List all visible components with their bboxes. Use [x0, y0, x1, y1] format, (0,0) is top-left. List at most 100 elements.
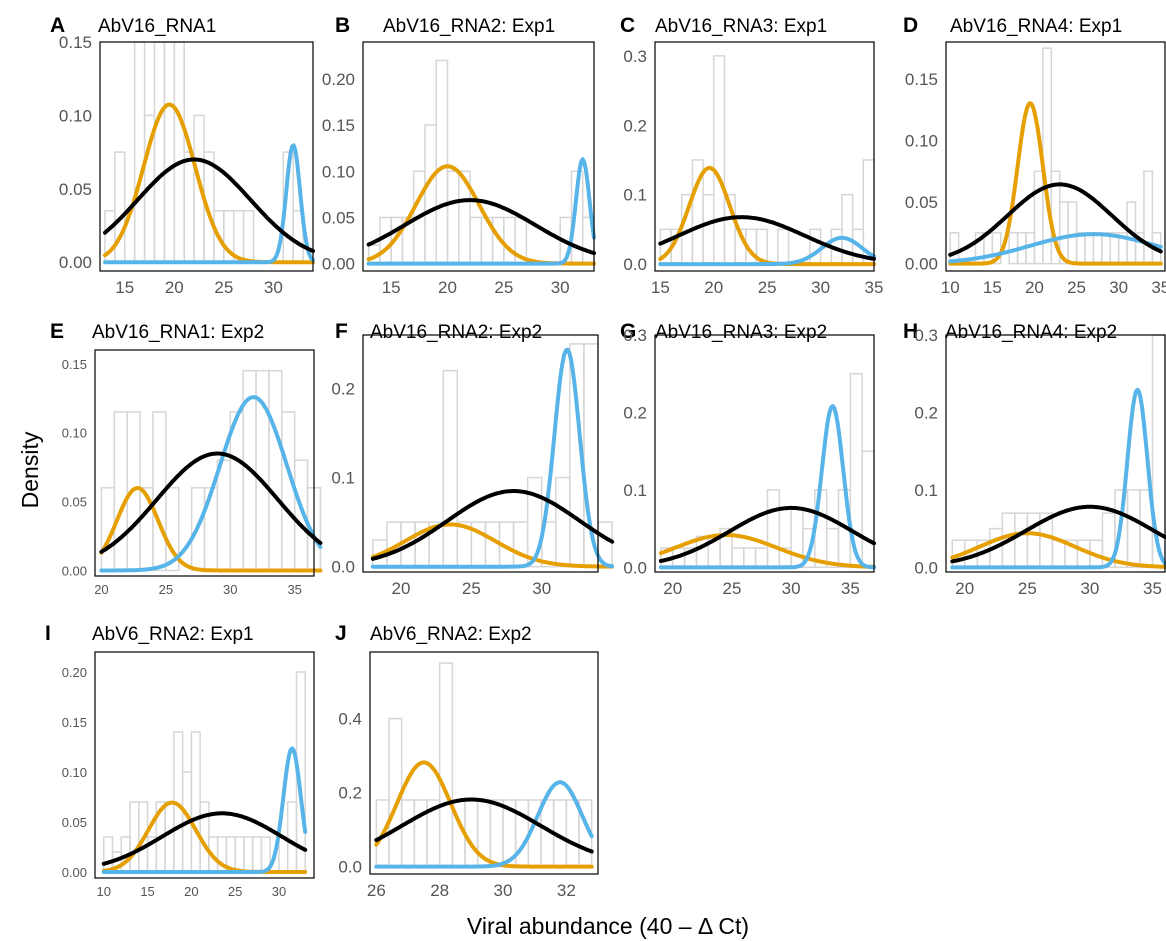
- high-component-curve: [658, 404, 876, 570]
- histogram-bar: [183, 151, 195, 263]
- density-curves: [366, 157, 596, 266]
- x-tick-label: 20: [94, 582, 108, 597]
- plot-frame: [94, 651, 315, 879]
- y-tick-label: 0.20: [62, 665, 87, 680]
- x-tick-label: 30: [811, 278, 830, 297]
- histogram-bar: [190, 731, 201, 873]
- x-tick-label: 30: [1080, 579, 1099, 598]
- plot-frame: [654, 41, 875, 272]
- histogram: [659, 55, 875, 265]
- density-curves: [950, 387, 1166, 570]
- x-tick-label: 20: [184, 884, 198, 899]
- histogram-bar: [565, 799, 580, 868]
- x-tick-label: 15: [983, 278, 1002, 297]
- histogram: [372, 343, 613, 568]
- histogram-bar: [278, 836, 289, 873]
- plot-frame: [362, 41, 595, 272]
- panel-title: AbV16_RNA3: Exp1: [655, 16, 827, 37]
- y-tick-label: 0.20: [322, 70, 355, 89]
- histogram-bar: [446, 170, 460, 265]
- histogram-bar: [809, 228, 822, 265]
- histogram-bar: [435, 59, 449, 265]
- y-tick-label: 0.15: [905, 70, 938, 89]
- histogram: [951, 334, 1166, 569]
- y-tick-label: 0.00: [59, 253, 92, 272]
- histogram-bar: [1084, 232, 1095, 265]
- x-tick-label: 10: [97, 884, 111, 899]
- y-tick-label: 0.10: [322, 162, 355, 181]
- panel-F: F AbV16_RNA2: Exp2 20 25 30 0.0 0.1 0.2: [331, 320, 615, 598]
- high-component-curve: [366, 157, 596, 266]
- y-tick-label: 0.1: [331, 469, 355, 488]
- low-component-curve: [948, 101, 1163, 266]
- x-axis-label: Viral abundance (40 – Δ Ct): [467, 913, 749, 939]
- x-tick-label: 30: [272, 884, 286, 899]
- histogram-bar: [743, 547, 757, 569]
- x-tick-label: 20: [438, 278, 457, 297]
- single-component-curve: [658, 215, 876, 261]
- panel-title: AbV16_RNA4: Exp2: [945, 322, 1117, 343]
- histogram-bar: [464, 799, 479, 868]
- panel-letter: B: [335, 14, 350, 37]
- y-tick-label: 0.15: [322, 116, 355, 135]
- panel-H: H AbV16_RNA4: Exp2 20 25 30 35 0.0 0.1 0.2 0.3: [903, 320, 1166, 598]
- histogram-bar: [103, 836, 114, 873]
- x-tick-label: 20: [663, 579, 682, 598]
- histogram-bar: [1051, 539, 1066, 569]
- density-curves: [99, 395, 323, 573]
- histogram-bar: [129, 801, 140, 873]
- panel-title: AbV16_RNA1: [98, 16, 216, 37]
- histogram-bar: [442, 369, 459, 568]
- y-tick-label: 0.0: [331, 558, 355, 577]
- histogram-bar: [1126, 489, 1141, 569]
- x-tick-label: 35: [287, 582, 301, 597]
- single-component-curve: [950, 504, 1166, 564]
- y-tick-label: 0.05: [905, 193, 938, 212]
- y-tick-label: 0.1: [914, 481, 938, 500]
- histogram-bar: [413, 799, 428, 868]
- panel-grid: A AbV16_RNA1 15 20 25 30 0.00 0.05 0.10 0.15 B AbV1…: [45, 14, 1166, 900]
- histogram-bar: [153, 41, 166, 263]
- y-tick-label: 0.15: [62, 357, 87, 372]
- x-tick-label: 15: [115, 278, 134, 297]
- histogram-bar: [1143, 170, 1154, 265]
- histogram-bar: [268, 369, 283, 572]
- single-component-curve: [370, 489, 615, 561]
- panel-letter: J: [335, 622, 347, 645]
- y-tick-label: 0.0: [914, 558, 938, 577]
- plot-frame: [369, 651, 599, 875]
- density-curves: [370, 347, 615, 569]
- x-tick-label: 25: [1018, 579, 1037, 598]
- histogram-bar: [165, 487, 180, 572]
- density-curves: [103, 102, 315, 265]
- y-tick-label: 0.2: [331, 379, 355, 398]
- y-tick-label: 0.15: [59, 33, 92, 52]
- low-component-curve: [374, 760, 594, 869]
- high-component-curve: [374, 780, 594, 869]
- high-component-curve: [948, 232, 1163, 264]
- single-component-curve: [101, 811, 308, 866]
- panel-letter: D: [903, 14, 918, 37]
- y-tick-label: 0.05: [59, 180, 92, 199]
- histogram-bar: [242, 210, 255, 263]
- y-tick-label: 0.00: [62, 563, 87, 578]
- single-component-curve: [366, 198, 596, 256]
- histogram-bar: [1014, 512, 1029, 569]
- low-component-curve: [101, 800, 308, 874]
- y-tick-label: 0.2: [623, 116, 647, 135]
- histogram-bar: [1101, 232, 1111, 265]
- panel-A: A AbV16_RNA1 15 20 25 30 0.00 0.05 0.10 0.15: [50, 14, 315, 297]
- high-component-curve: [99, 395, 323, 573]
- histogram-bar: [281, 411, 296, 572]
- panel-letter: E: [50, 320, 64, 343]
- high-component-curve: [658, 235, 876, 267]
- x-tick-label: 35: [1143, 579, 1162, 598]
- single-component-curve: [103, 157, 315, 253]
- y-tick-label: 0.1: [623, 186, 647, 205]
- panel-B: B AbV16_RNA2: Exp1 15 20 25 30 0.00 0.05 0.10 0.1…: [322, 14, 596, 297]
- histogram-bar: [1075, 232, 1086, 265]
- histogram-bar: [991, 232, 1002, 265]
- histogram-bar: [489, 799, 504, 868]
- y-tick-label: 0.0: [623, 255, 647, 274]
- histogram-bar: [286, 801, 298, 873]
